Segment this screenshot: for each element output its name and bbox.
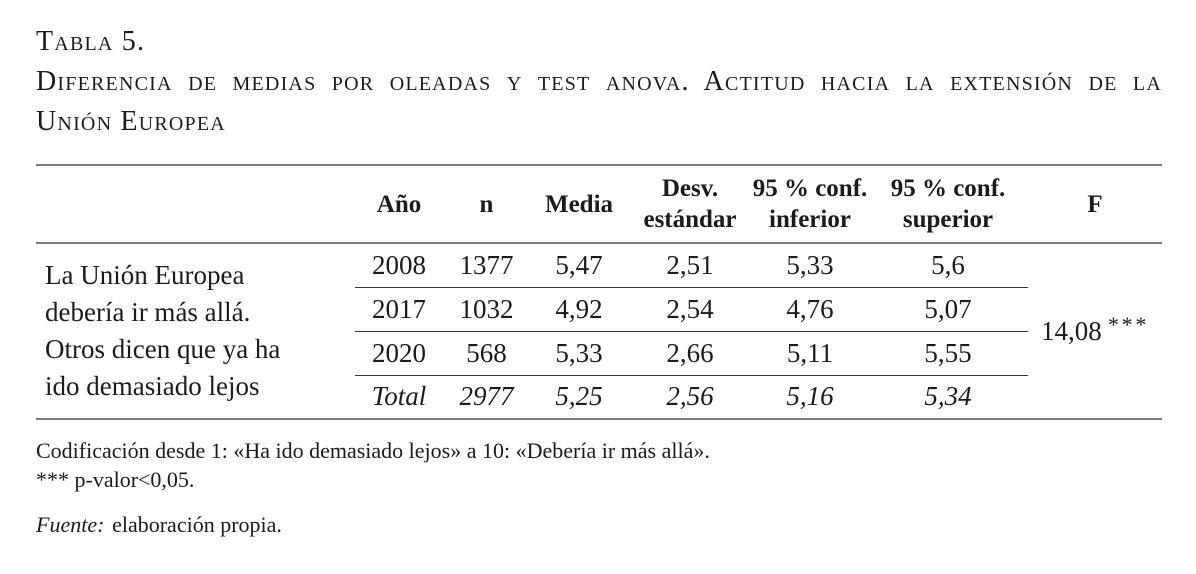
table-cell-n: 1032 — [443, 287, 530, 332]
table-row-2017: 2017 1032 4,92 2,54 4,76 5,07 — [36, 287, 1162, 332]
col-header-empty — [36, 164, 355, 244]
table-cell-ci-lower: 5,33 — [752, 243, 868, 288]
table-cell-ci-lower: 4,76 — [752, 287, 868, 332]
table-number: Tabla 5. — [36, 26, 146, 57]
table-cell-n: 1377 — [443, 243, 530, 288]
table-cell-n: 2977 — [443, 375, 530, 420]
table-cell-year: 2020 — [355, 331, 443, 376]
col-header-mean: Media — [530, 164, 628, 244]
col-header-year: Año — [355, 164, 443, 244]
table-cell-mean: 4,92 — [530, 287, 628, 332]
anova-table: Año n Media Desv. estándar 95 % conf. in… — [36, 164, 1162, 420]
table-cell-ci-upper: 5,6 — [868, 243, 1028, 288]
table-row-total: Total 2977 5,25 2,56 5,16 5,34 — [36, 375, 1162, 420]
table-notes: Codificación desde 1: «Ha ido demasiado … — [36, 436, 1162, 494]
table-cell-sd: 2,66 — [628, 331, 752, 376]
row-label: La Unión Europea debería ir más allá. Ot… — [36, 243, 355, 420]
source-text: elaboración propia. — [112, 512, 282, 537]
table-cell-sd: 2,56 — [628, 375, 752, 420]
f-significance-stars: *** — [1107, 312, 1150, 338]
table-title-line1: Diferencia de medias por oleadas y test … — [36, 66, 1162, 97]
table-cell-year: 2008 — [355, 243, 443, 288]
table-caption: Tabla 5. Diferencia de medias por oleada… — [36, 22, 1162, 142]
f-statistic-value: 14,08 — [1040, 315, 1102, 346]
table-cell-n: 568 — [443, 331, 530, 376]
col-header-f: F — [1028, 164, 1162, 244]
col-header-ci-upper: 95 % conf. superior — [868, 164, 1028, 244]
table-cell-ci-upper: 5,07 — [868, 287, 1028, 332]
table-cell-year: 2017 — [355, 287, 443, 332]
table-row-2020: 2020 568 5,33 2,66 5,11 5,55 — [36, 331, 1162, 376]
f-statistic-cell: 14,08 *** — [1028, 243, 1162, 420]
col-header-ci-lower: 95 % conf. inferior — [752, 164, 868, 244]
table-cell-year: Total — [355, 375, 443, 420]
note-coding: Codificación desde 1: «Ha ido demasiado … — [36, 438, 710, 463]
table-cell-mean: 5,25 — [530, 375, 628, 420]
table-row-2008: La Unión Europea debería ir más allá. Ot… — [36, 243, 1162, 420]
col-header-sd: Desv. estándar — [628, 164, 752, 244]
table-cell-mean: 5,47 — [530, 243, 628, 288]
table-cell-sd: 2,51 — [628, 243, 752, 288]
table-title-line2: Unión Europea — [36, 106, 226, 137]
table-cell-mean: 5,33 — [530, 331, 628, 376]
table-cell-ci-upper: 5,34 — [868, 375, 1028, 420]
note-significance: *** p-valor<0,05. — [36, 467, 195, 492]
table-cell-ci-lower: 5,11 — [752, 331, 868, 376]
table-cell-ci-upper: 5,55 — [868, 331, 1028, 376]
table-cell-sd: 2,54 — [628, 287, 752, 332]
table-cell-ci-lower: 5,16 — [752, 375, 868, 420]
col-header-n: n — [443, 164, 530, 244]
header-row: Año n Media Desv. estándar 95 % conf. in… — [36, 164, 1162, 244]
source-note: Fuente: elaboración propia. — [36, 510, 1162, 539]
source-label: Fuente: — [36, 512, 105, 537]
